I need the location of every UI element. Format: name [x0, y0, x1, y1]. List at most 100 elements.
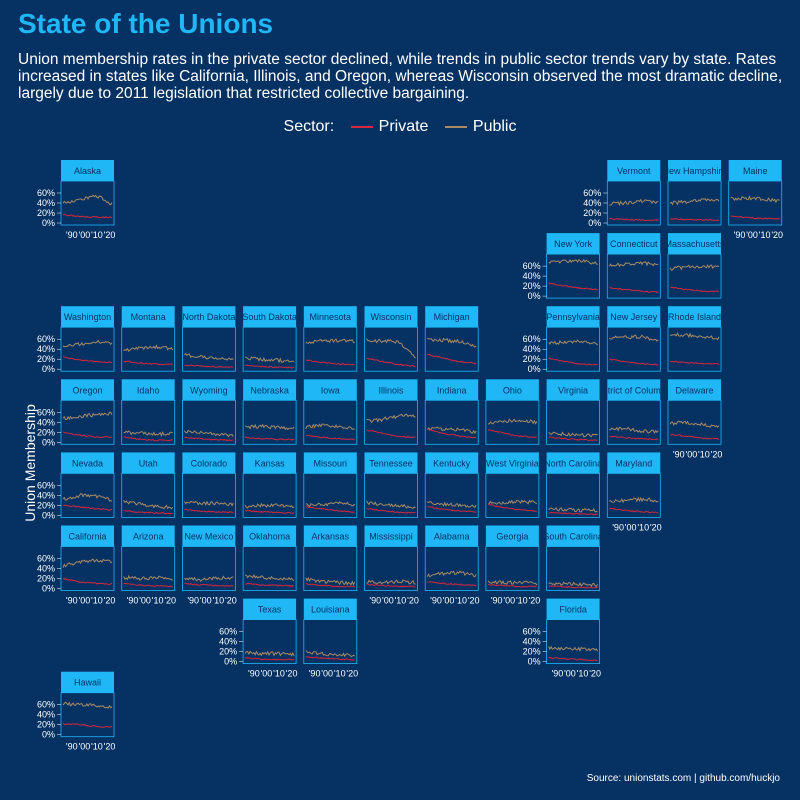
public-line: [366, 338, 416, 359]
x-tick-label: '00: [564, 669, 576, 679]
private-line: [305, 505, 355, 513]
x-tick-label: '10: [759, 230, 771, 240]
panel-oklahoma: Oklahoma: [242, 525, 297, 591]
panel-title: Georgia: [496, 532, 528, 542]
public-line: [123, 574, 174, 581]
panel-rhode-island: Rhode Island: [667, 306, 722, 372]
panel-strip: [607, 379, 661, 401]
public-line: [244, 423, 295, 431]
private-line: [244, 656, 295, 661]
panel-title: Massachusetts: [664, 239, 725, 249]
x-tick-label: '00: [625, 522, 637, 532]
panel-frame: [364, 326, 418, 372]
x-tick-label: '00: [261, 669, 273, 679]
public-line: [487, 580, 538, 586]
chart-title: State of the Unions: [18, 8, 274, 39]
panel-strip: [121, 452, 175, 474]
panel-frame: [606, 399, 661, 445]
panel-strip: [546, 233, 600, 255]
panel-title: Oklahoma: [249, 532, 290, 542]
panel-title: Alaska: [74, 166, 101, 176]
panel-frame: [728, 180, 783, 226]
panel-strip: [364, 379, 418, 401]
panel-tennessee: Tennessee: [364, 452, 418, 518]
y-tick-label: 0%: [42, 510, 55, 520]
panel-frame: [181, 399, 236, 445]
panel-massachusetts: Massachusetts: [664, 233, 725, 299]
y-tick-label: 60%: [37, 334, 55, 344]
y-tick-label: 0%: [528, 364, 541, 374]
panel-strip: [303, 379, 357, 401]
panel-new-york: New York 0%20%40%60%: [523, 233, 600, 301]
y-tick-label: 20%: [583, 208, 601, 218]
y-tick-label: 40%: [523, 344, 541, 354]
panel-utah: Utah: [121, 452, 176, 518]
private-line: [366, 507, 416, 514]
x-tick-label: '90: [734, 230, 746, 240]
private-line: [669, 360, 720, 366]
panel-title: Michigan: [434, 312, 470, 322]
public-line: [426, 426, 477, 435]
x-tick-label: '20: [589, 669, 601, 679]
panel-frame: [606, 472, 661, 518]
public-line: [123, 430, 173, 438]
panel-michigan: Michigan: [424, 306, 479, 372]
x-tick-label: '10: [212, 596, 224, 606]
private-line: [62, 431, 113, 439]
panel-strip: [121, 306, 175, 328]
private-line: [184, 436, 234, 442]
panel-strip: [61, 525, 114, 547]
x-tick-label: '90: [187, 596, 199, 606]
private-line: [305, 656, 355, 661]
panel-nebraska: Nebraska: [242, 379, 297, 445]
public-line: [427, 501, 477, 508]
panel-title: Oregon: [72, 385, 102, 395]
private-line: [548, 511, 598, 516]
panel-strip: [485, 525, 539, 547]
private-line: [669, 286, 720, 293]
y-tick-label: 60%: [523, 261, 541, 271]
y-tick-label: 20%: [37, 574, 55, 584]
panel-strip: [425, 379, 479, 401]
panel-frame: [60, 326, 115, 372]
panel-frame: [303, 472, 358, 518]
x-tick-label: '90: [66, 230, 78, 240]
x-tick-label: '90: [612, 522, 624, 532]
panel-strip: [61, 306, 114, 328]
private-line: [62, 356, 113, 364]
x-tick-label: '00: [746, 230, 758, 240]
panel-frame: [424, 472, 479, 518]
private-line: [366, 357, 416, 368]
private-line: [609, 217, 659, 222]
panel-title: South Carolina: [543, 532, 603, 542]
panel-strip: [668, 233, 721, 255]
x-tick-label: '20: [407, 596, 419, 606]
panel-new-jersey: New Jersey: [606, 306, 661, 372]
panel-strip: [182, 525, 236, 547]
panel-strip: [546, 379, 600, 401]
panel-title: Arkansas: [312, 532, 350, 542]
public-line: [366, 579, 416, 585]
x-tick-label: '20: [286, 669, 298, 679]
panel-strip: [728, 160, 782, 181]
x-tick-label: '10: [577, 669, 589, 679]
public-line: [184, 352, 234, 361]
panel-title: Maine: [743, 166, 768, 176]
panel-frame: [424, 326, 479, 372]
panel-kansas: Kansas: [242, 452, 297, 518]
private-line: [366, 583, 416, 588]
panel-strip: [243, 598, 297, 620]
x-tick-label: '90: [491, 596, 503, 606]
public-line: [305, 338, 355, 344]
public-line: [244, 573, 295, 582]
panel-ohio: Ohio: [485, 379, 540, 445]
panel-frame: [242, 472, 297, 518]
panel-frame: [121, 326, 176, 372]
private-line: [548, 656, 598, 662]
panel-colorado: Colorado: [181, 452, 236, 518]
private-line: [427, 581, 477, 587]
panel-georgia: Georgia '90'00'10'20: [485, 525, 540, 606]
panel-title: Delaware: [675, 385, 713, 395]
panel-title: Vermont: [617, 166, 651, 176]
